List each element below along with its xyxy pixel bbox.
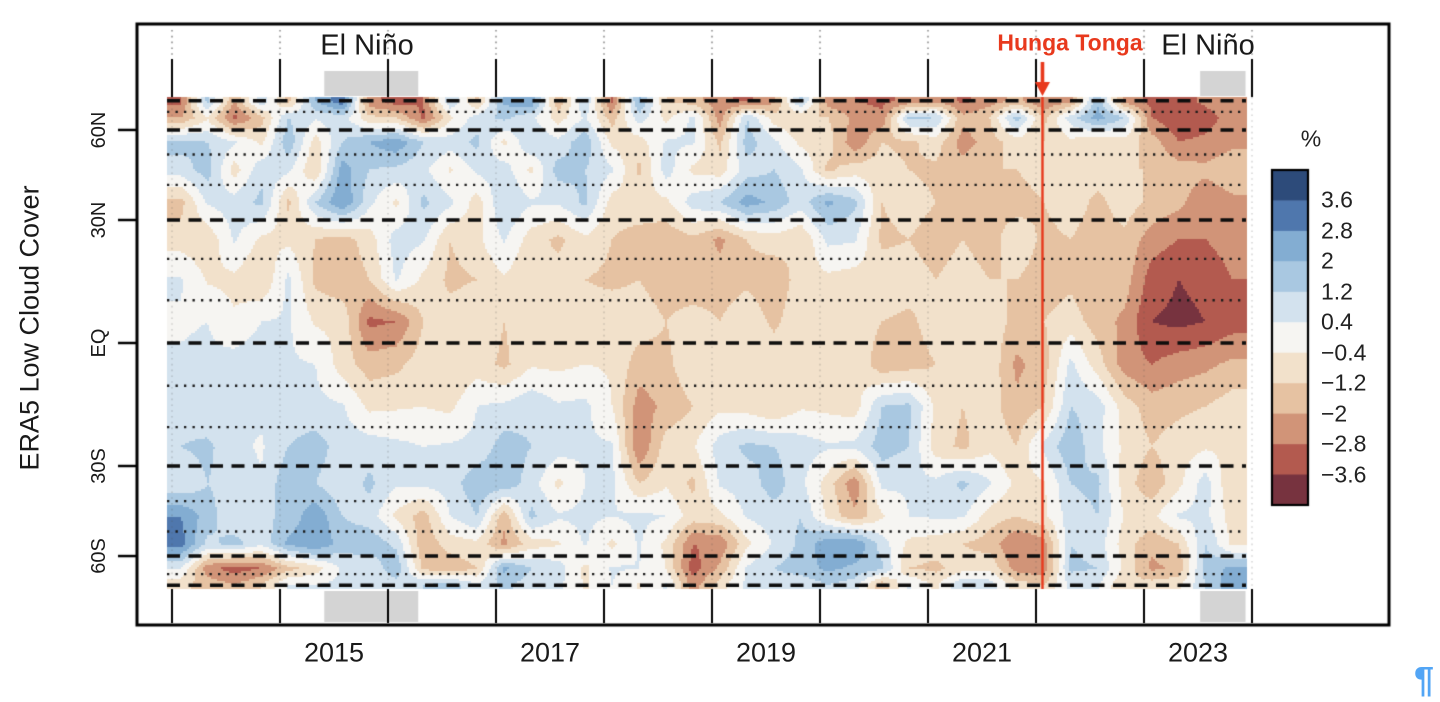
- colorbar-unit-label: %: [1300, 125, 1322, 152]
- y-axis-lat-label-60s: 60S: [88, 538, 110, 574]
- colorbar-tick-label-6: −1.2: [1321, 369, 1367, 396]
- pilcrow-paragraph-mark[interactable]: ¶: [1413, 659, 1435, 700]
- colorbar-tick-label-0: 3.6: [1321, 186, 1353, 213]
- x-axis-year-label-2019: 2019: [735, 637, 797, 668]
- x-axis-year-label-2023: 2023: [1167, 637, 1229, 668]
- colorbar-tick-label-8: −2.8: [1321, 430, 1367, 457]
- y-axis-lat-label-30n: 30N: [88, 201, 110, 239]
- y-axis-lat-label-30s: 30S: [88, 448, 110, 484]
- el-nino-2015-label: El Niño: [320, 29, 414, 62]
- y-axis-title: ERA5 Low Cloud Cover: [14, 185, 45, 471]
- colorbar-tick-label-9: −3.6: [1321, 461, 1367, 488]
- colorbar-tick-label-4: 0.4: [1321, 308, 1353, 335]
- colorbar-tick-label-5: −0.4: [1321, 339, 1367, 366]
- y-axis-lat-label-60n: 60N: [88, 111, 110, 149]
- x-axis-year-label-2015: 2015: [303, 637, 365, 668]
- y-axis-lat-label-eq: EQ: [88, 328, 110, 358]
- hunga-tonga-label: Hunga Tonga: [997, 29, 1143, 56]
- colorbar-tick-label-1: 2.8: [1321, 217, 1353, 244]
- el-nino-2023-label: El Niño: [1161, 29, 1255, 62]
- x-axis-year-label-2021: 2021: [951, 637, 1013, 668]
- colorbar-tick-label-7: −2: [1321, 400, 1348, 427]
- x-axis-year-label-2017: 2017: [519, 637, 581, 668]
- colorbar-tick-label-3: 1.2: [1321, 278, 1353, 305]
- colorbar-tick-label-2: 2: [1321, 247, 1334, 274]
